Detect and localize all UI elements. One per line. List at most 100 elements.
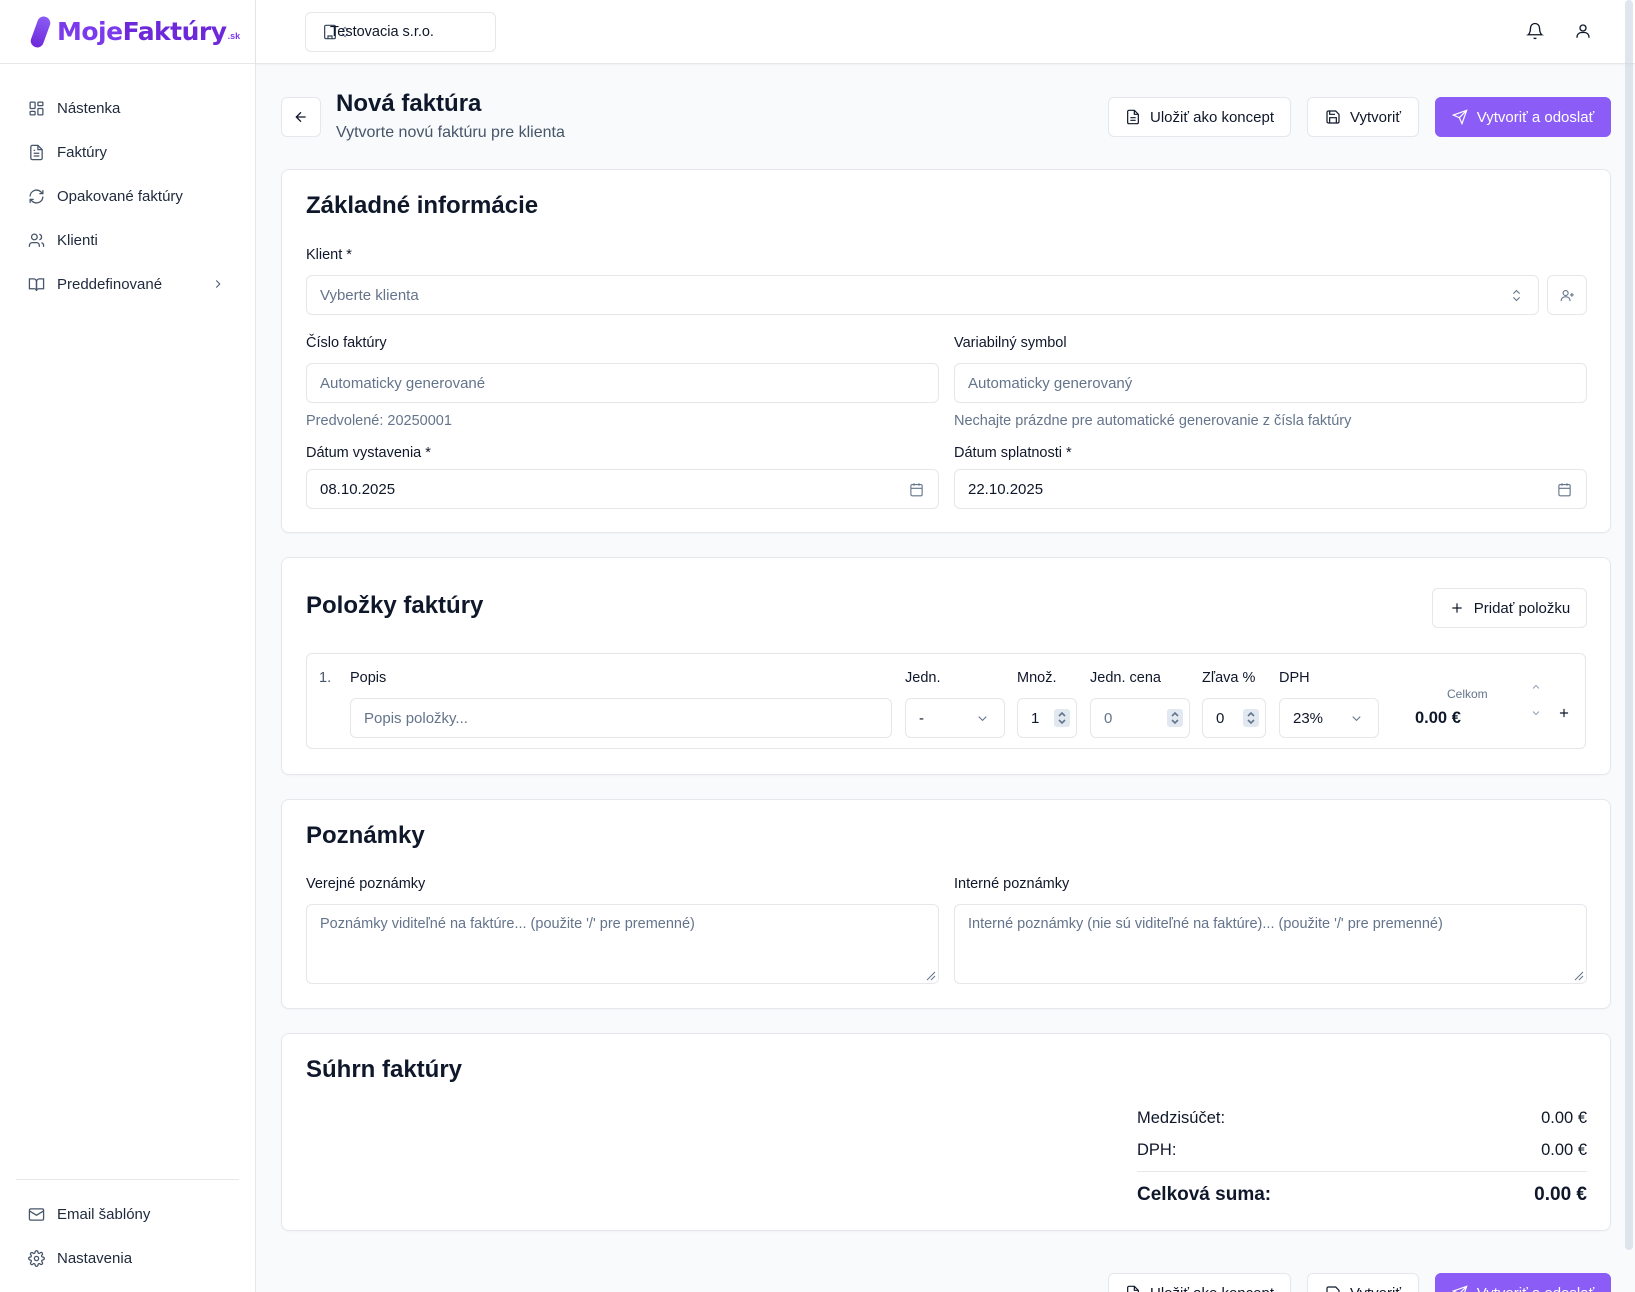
due-date-label: Dátum splatnosti * [954,445,1072,461]
basic-info-card: Základné informácie Klient * Vyberte kli… [281,169,1611,533]
item-description-placeholder: Popis položky... [364,709,468,727]
brand-name: MojeFaktúry [57,17,227,46]
company-switcher[interactable]: Testovacia s.r.o. [305,12,496,52]
sidebar-item-predefined[interactable]: Preddefinované [0,262,255,306]
document-icon [1127,109,1139,125]
qty-header: Množ. [1017,670,1057,686]
users-icon [28,232,45,247]
user-icon[interactable] [1574,22,1592,40]
internal-notes-textarea[interactable]: Interné poznámky (nie sú viditeľné na fa… [954,904,1587,984]
sidebar-item-label: Opakované faktúry [57,187,183,205]
plus-icon [1452,603,1462,613]
create-label: Vytvoriť [1350,108,1401,126]
dashboard-icon [29,100,44,116]
add-client-button[interactable] [1547,275,1587,315]
brand-logo[interactable]: MojeFaktúry .sk [0,0,255,64]
sidebar-item-settings[interactable]: Nastavenia [16,1236,239,1280]
due-date-input[interactable]: 22.10.2025 [954,469,1587,509]
sidebar-item-clients[interactable]: Klienti [0,218,255,262]
resize-grip-icon[interactable] [1574,971,1584,981]
summary-card: Súhrn faktúry Medzisúčet: 0.00 € DPH: 0.… [281,1033,1611,1231]
plus-icon[interactable] [1557,706,1571,720]
client-select[interactable]: Vyberte klienta [306,275,1539,315]
public-notes-textarea[interactable]: Poznámky viditeľné na faktúre... (použit… [306,904,939,984]
item-qty-input[interactable]: 1 [1017,698,1077,738]
invoice-number-input[interactable]: Automaticky generované [306,363,939,403]
items-title: Položky faktúry [306,592,484,619]
sidebar-item-recurring[interactable]: Opakované faktúry [0,174,255,218]
total-label: Celková suma: [1137,1184,1272,1205]
document-icon [1127,1285,1139,1292]
client-placeholder: Vyberte klienta [320,286,419,304]
sidebar-item-dashboard[interactable]: Nástenka [0,86,255,130]
subtotal-value: 0.00 € [1541,1109,1587,1127]
add-item-label: Pridať položku [1473,599,1571,617]
subtotal-label: Medzisúčet: [1137,1109,1226,1127]
gear-icon [28,1249,45,1267]
chevron-down-icon [1352,715,1361,721]
sidebar-item-email-templates[interactable]: Email šablóny [16,1192,239,1236]
item-vat-select[interactable]: 23% [1279,698,1379,738]
chevron-down-icon[interactable] [1530,707,1542,719]
discount-header: Zľava % [1202,670,1256,686]
chevron-up-icon[interactable] [1530,681,1542,693]
page-subtitle: Vytvorte novú faktúru pre klienta [336,124,565,141]
issue-date-input[interactable]: 08.10.2025 [306,469,939,509]
unit-price-header: Jedn. cena [1090,670,1161,686]
internal-notes-label: Interné poznámky [954,876,1070,892]
sidebar-nav: Nástenka Faktúry Opakované faktúry Klien… [0,64,255,306]
mail-icon [28,1207,45,1221]
notes-card: Poznámky Verejné poznámky Poznámky vidit… [281,799,1611,1009]
create-send-button[interactable]: Vytvoriť a odoslať [1435,97,1611,137]
item-discount-input[interactable]: 0 [1202,698,1266,738]
add-item-button[interactable]: Pridať položku [1432,588,1587,628]
resize-grip-icon[interactable] [926,971,936,981]
invoice-number-placeholder: Automaticky generované [320,374,486,392]
stepper-icon [1058,711,1066,725]
save-draft-button-bottom[interactable]: Uložiť ako koncept [1108,1273,1291,1292]
sidebar-item-label: Email šablóny [57,1205,151,1223]
sidebar: MojeFaktúry .sk Nástenka Faktúry Opakova… [0,0,256,1292]
item-unit-value: - [919,709,924,727]
subtotal-row: Medzisúčet: 0.00 € [1137,1109,1587,1128]
sidebar-item-label: Nástenka [57,99,121,117]
sidebar-item-label: Faktúry [57,143,108,161]
arrow-left-icon [295,111,306,123]
client-label: Klient * [306,247,352,263]
item-unit-select[interactable]: - [905,698,1005,738]
create-button[interactable]: Vytvoriť [1307,97,1419,137]
create-button-bottom[interactable]: Vytvoriť [1307,1273,1419,1292]
page-scrollbar[interactable] [1625,0,1633,1250]
item-description-input[interactable]: Popis položky... [350,698,892,738]
more-horizontal-icon[interactable] [862,711,877,726]
qty-stepper[interactable] [1054,709,1070,727]
item-unit-price-input[interactable]: 0 [1090,698,1190,738]
save-draft-button[interactable]: Uložiť ako koncept [1108,97,1291,137]
bell-icon[interactable] [1526,22,1544,40]
create-send-button-bottom[interactable]: Vytvoriť a odoslať [1435,1273,1611,1292]
total-value: 0.00 € [1534,1184,1587,1205]
book-icon [28,277,45,291]
create-send-label: Vytvoriť a odoslať [1476,108,1595,126]
vs-label: Variabilný symbol [954,335,1067,351]
chevron-down-icon [978,715,987,721]
chevron-right-icon[interactable] [211,277,225,291]
vat-row: DPH: 0.00 € [1137,1141,1587,1160]
send-icon [1451,109,1468,125]
sidebar-item-label: Nastavenia [57,1249,133,1267]
document-icon [30,144,43,160]
back-button[interactable] [281,97,321,137]
issue-date-value: 08.10.2025 [320,480,396,498]
variable-symbol-input[interactable]: Automaticky generovaný [954,363,1587,403]
unit-header: Jedn. [905,670,941,686]
unit-price-stepper[interactable] [1167,709,1183,727]
calendar-icon[interactable] [1557,482,1572,497]
create-send-label: Vytvoriť a odoslať [1477,1285,1594,1292]
basic-info-title: Základné informácie [306,192,539,219]
vs-hint: Nechajte prázdne pre automatické generov… [954,413,1352,429]
discount-stepper[interactable] [1243,709,1259,727]
item-unit-price-placeholder: 0 [1104,709,1113,727]
sidebar-item-invoices[interactable]: Faktúry [0,130,255,174]
calendar-icon[interactable] [909,482,924,497]
total-row: Celková suma: 0.00 € [1137,1184,1587,1206]
